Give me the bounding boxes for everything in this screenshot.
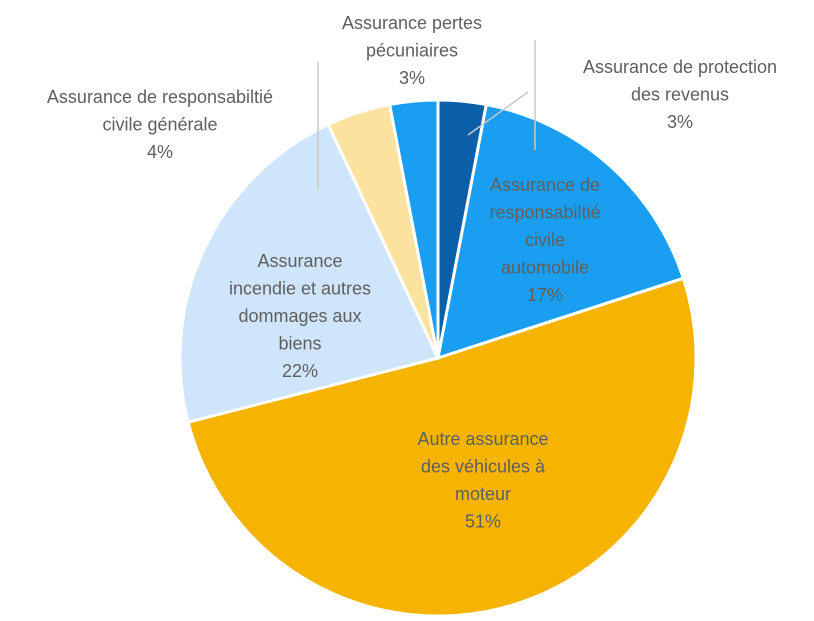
label-line: moteur [455,484,511,504]
value-label: 51% [465,511,501,531]
pie-slice [387,98,440,359]
label-line: pécuniaires [366,40,458,60]
label-line: incendie et autres [229,278,371,298]
pie-slice [186,276,698,618]
label-line: civile [525,230,565,250]
label-line: dommages aux [238,306,361,326]
label-line: responsabiltié [489,202,600,222]
slice-label: Autre assurance des véhicules à moteur [417,429,548,504]
pie [178,98,698,618]
label-line: des véhicules à [421,456,546,476]
label-line: Autre assurance [417,429,548,449]
label-line: Assurance de responsabiltié [47,87,273,107]
value-label: 3% [667,112,693,132]
value-label: 4% [147,142,173,162]
label-line: biens [278,333,321,353]
label-line: Assurance de protection [583,57,777,77]
pie-slice [436,102,686,361]
value-label: 17% [527,285,563,305]
label-line: automobile [501,257,589,277]
slice-label: Assurance pertes pécuniaires [342,13,482,61]
label-line: Assurance pertes [342,13,482,33]
slice-label: Assurance incendie et autres dommages aux b… [229,251,371,354]
label-line: Assurance de [490,175,600,195]
slice-label: Assurance de responsabiltié civile généra… [47,87,273,135]
slice-label: Assurance de responsabiltié civile automobi… [489,175,600,278]
slice-label: Assurance de protection des revenus [583,57,777,105]
label-line: Assurance [257,251,342,271]
value-label: 3% [399,68,425,88]
label-line: civile générale [102,114,217,134]
pie-slice [178,122,441,424]
label-line: des revenus [631,84,729,104]
leader-line [467,40,536,150]
value-label: 22% [282,361,318,381]
